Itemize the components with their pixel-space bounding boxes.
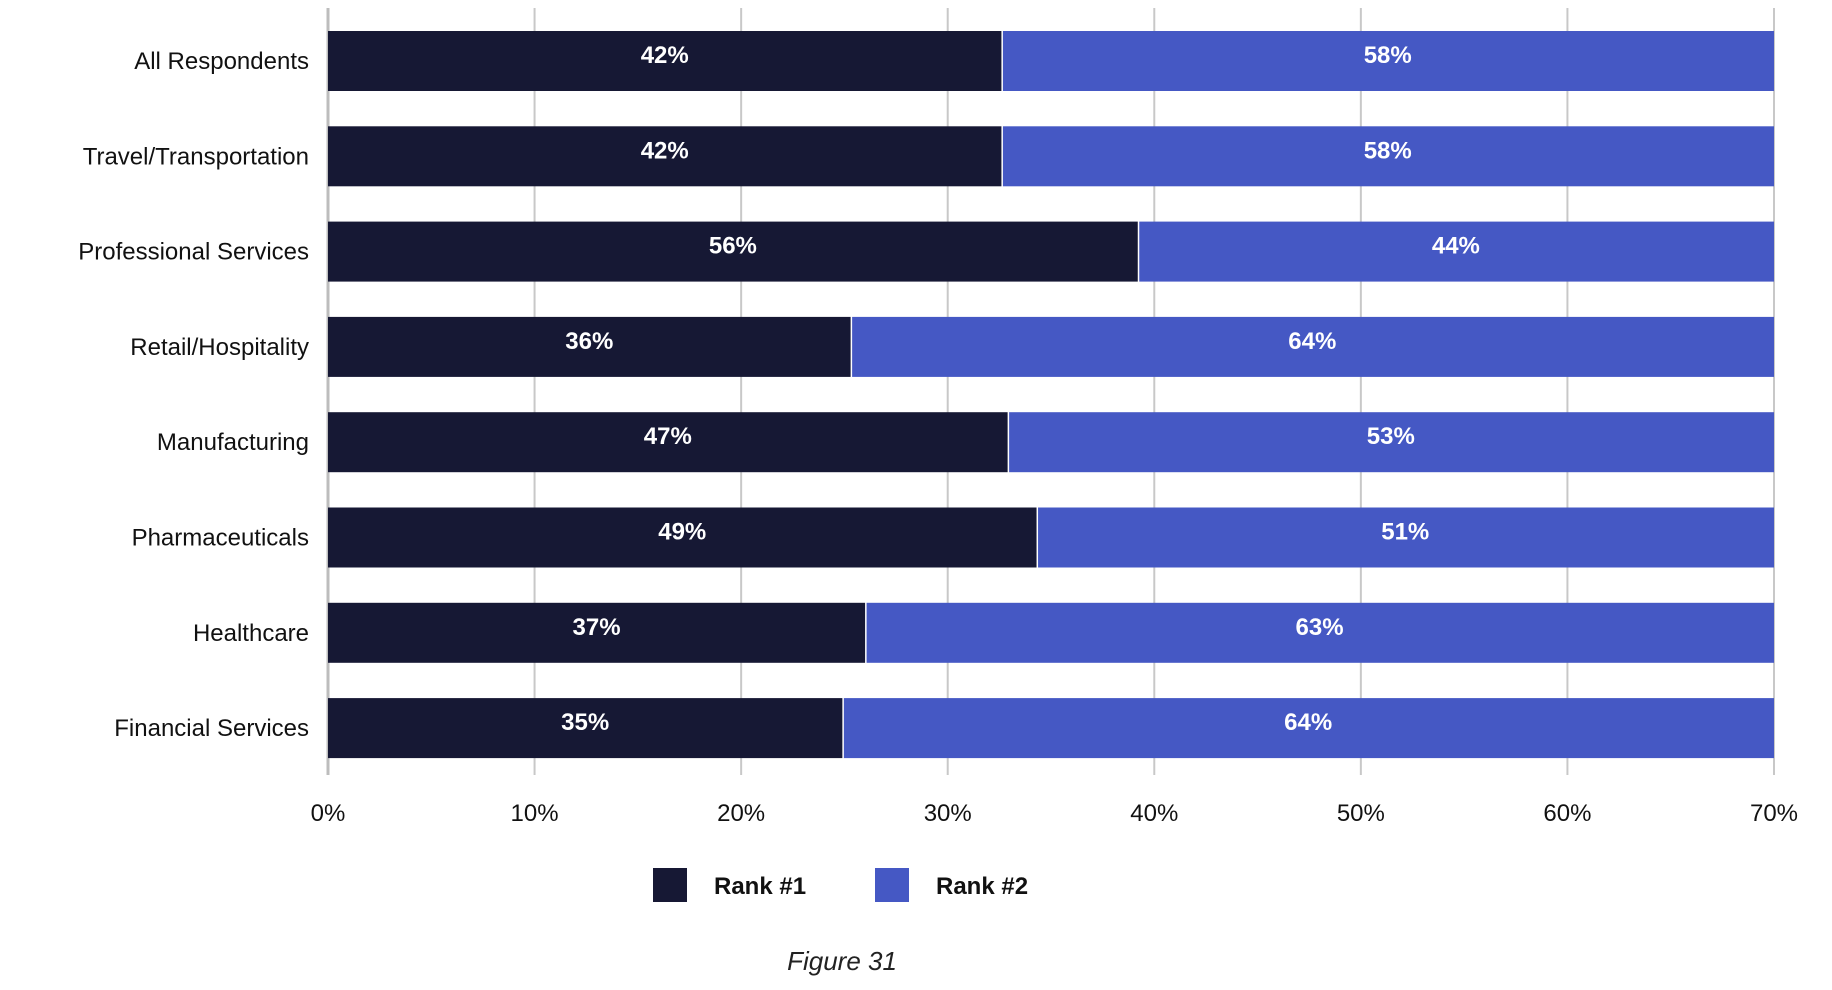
bar-value-label: 36% [565, 328, 613, 355]
bar-value-label: 58% [1364, 137, 1412, 164]
bar-rank-2 [1139, 221, 1774, 282]
bar-value-label: 35% [561, 709, 609, 736]
bar-value-label: 58% [1364, 42, 1412, 69]
x-tick-label: 70% [1750, 800, 1798, 827]
bar-value-label: 63% [1296, 614, 1344, 641]
x-tick-label: 40% [1130, 800, 1178, 827]
bar-rank-2 [1002, 126, 1774, 187]
category-labels: All Respondents Travel/Transportation Prof… [78, 48, 309, 742]
x-tick-label: 60% [1543, 800, 1591, 827]
bar-value-label: 37% [573, 614, 621, 641]
legend-label: Rank #1 [714, 873, 806, 900]
legend-label: Rank #2 [936, 873, 1028, 900]
bar-rank-2 [852, 316, 1774, 377]
category-label: Travel/Transportation [83, 143, 309, 170]
bar-rank-1 [328, 507, 1037, 568]
bar-rank-1 [328, 316, 851, 377]
bar-value-label: 47% [644, 423, 692, 450]
figure-caption: Figure 31 [787, 946, 897, 976]
bar-value-label: 64% [1288, 328, 1336, 355]
category-label: Manufacturing [157, 429, 309, 456]
bar-value-label: 49% [658, 519, 706, 546]
bar-value-label: 64% [1284, 709, 1332, 736]
bar-rank-2 [1009, 412, 1774, 473]
category-label: Retail/Hospitality [130, 334, 309, 361]
bar-rank-1 [328, 412, 1008, 473]
legend-swatch [653, 868, 687, 902]
bar-value-label: 51% [1381, 519, 1429, 546]
category-label: All Respondents [134, 48, 309, 75]
bar-rank-2 [866, 602, 1774, 663]
x-axis-ticks: 0% 10% 20% 30% 40% 50% 60% 70% [311, 800, 1798, 827]
bar-value-label: 44% [1432, 233, 1480, 260]
legend: Rank #1 Rank #2 [653, 868, 1028, 902]
bar-value-label: 42% [641, 137, 689, 164]
x-tick-label: 30% [924, 800, 972, 827]
bar-value-label: 53% [1367, 423, 1415, 450]
x-tick-label: 10% [511, 800, 559, 827]
x-tick-label: 20% [717, 800, 765, 827]
bar-rank-2 [1038, 507, 1774, 568]
bar-rank-1 [328, 31, 1002, 91]
category-label: Healthcare [193, 620, 309, 647]
bar-rank-2 [843, 698, 1774, 759]
bars: 42% 58% 42% 58% 56% 44% 36% 64% 47% 53% 49% 51% 37% 6… [328, 31, 1774, 759]
bar-rank-1 [328, 126, 1002, 187]
bar-value-label: 42% [641, 42, 689, 69]
legend-swatch [875, 868, 909, 902]
category-label: Pharmaceuticals [132, 525, 309, 552]
bar-rank-1 [328, 221, 1138, 282]
category-label: Financial Services [114, 715, 309, 742]
bar-value-label: 56% [709, 233, 757, 260]
bar-rank-2 [1002, 31, 1774, 91]
bar-rank-1 [328, 698, 843, 759]
category-label: Professional Services [78, 239, 309, 266]
bar-rank-1 [328, 602, 866, 663]
x-tick-label: 50% [1337, 800, 1385, 827]
x-tick-label: 0% [311, 800, 346, 827]
